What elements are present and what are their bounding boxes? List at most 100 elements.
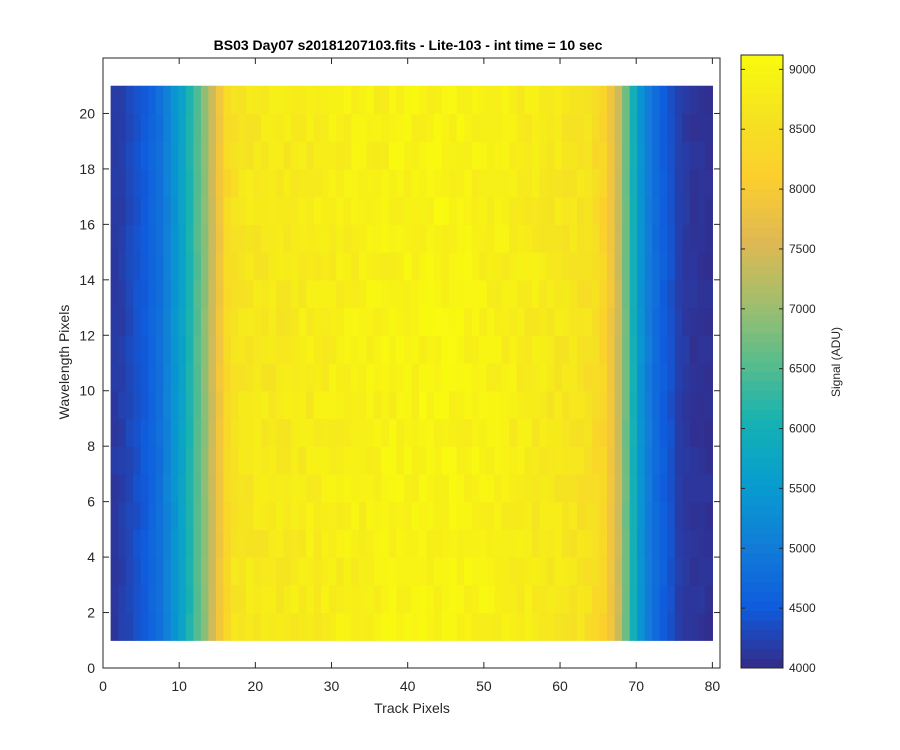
heatmap-cell [140, 196, 149, 225]
heatmap-cell [125, 252, 134, 281]
heatmap-cell [479, 446, 488, 475]
heatmap-cell [411, 224, 420, 253]
heatmap-cell [110, 224, 119, 253]
heatmap-cell [403, 473, 413, 503]
heatmap-cell [689, 529, 698, 558]
heatmap-cell [185, 307, 194, 336]
heatmap-cell [291, 501, 300, 530]
heatmap-cell [276, 85, 285, 115]
heatmap-cell [336, 557, 345, 586]
heatmap-cell [599, 446, 608, 475]
heatmap-cell [155, 501, 164, 530]
heatmap-cell [622, 335, 631, 364]
heatmap-cell [208, 501, 217, 530]
heatmap-cell [336, 168, 345, 198]
heatmap-cell [652, 196, 661, 225]
heatmap-cell [494, 307, 503, 336]
colorbar-segment [741, 323, 783, 334]
heatmap-cell [531, 446, 540, 475]
heatmap-cell [208, 141, 217, 170]
heatmap-cell [576, 390, 586, 420]
heatmap-cell [200, 307, 209, 336]
heatmap-cell [118, 335, 127, 364]
heatmap-cell [238, 584, 247, 614]
heatmap-cell [622, 279, 631, 309]
heatmap-cell [622, 224, 631, 253]
heatmap-cell [185, 141, 194, 170]
heatmap-cell [501, 390, 510, 420]
heatmap-cell [524, 168, 533, 198]
heatmap-cell [118, 113, 127, 142]
heatmap-cell [622, 529, 631, 558]
heatmap-cell [464, 85, 473, 115]
heatmap-cell [674, 418, 683, 447]
heatmap-cell [230, 252, 240, 281]
heatmap-cell [193, 168, 202, 198]
heatmap-cell [283, 252, 292, 281]
heatmap-cell [321, 529, 330, 558]
heatmap-cell [689, 113, 698, 142]
heatmap-cell [464, 529, 473, 558]
heatmap-cell [298, 418, 307, 447]
heatmap-cell [561, 418, 571, 447]
heatmap-cell [185, 85, 194, 115]
heatmap-cell [313, 141, 322, 170]
heatmap-cell [276, 113, 285, 142]
heatmap-cell [614, 363, 623, 392]
heatmap-cell [403, 390, 413, 420]
heatmap-cell [531, 612, 540, 641]
heatmap-cell [689, 473, 698, 503]
heatmap-cell [629, 501, 638, 530]
y-tick-label: 12 [79, 327, 95, 343]
heatmap-cell [426, 279, 435, 309]
heatmap-cell [652, 335, 661, 364]
heatmap-cell [614, 224, 623, 253]
heatmap-cell [388, 501, 398, 530]
heatmap-cell [343, 168, 352, 198]
colorbar-segment [741, 428, 783, 439]
heatmap-cell [426, 141, 435, 170]
heatmap-cell [163, 529, 172, 558]
heatmap-cell [486, 584, 495, 614]
heatmap-cell [524, 363, 533, 392]
heatmap-cell [509, 224, 518, 253]
x-axis-label: Track Pixels [374, 700, 450, 716]
heatmap-cell [388, 335, 398, 364]
heatmap-cell [283, 557, 292, 586]
x-tick-label: 50 [476, 678, 492, 694]
heatmap-cell [607, 473, 616, 503]
heatmap-cell [441, 113, 450, 142]
heatmap-cell [479, 252, 488, 281]
heatmap-cell [426, 612, 435, 641]
x-tick-label: 30 [324, 678, 340, 694]
heatmap-cell [667, 529, 676, 558]
heatmap-cell [697, 363, 706, 392]
heatmap-cell [298, 335, 307, 364]
heatmap-cell [268, 584, 277, 614]
heatmap-cell [253, 196, 262, 225]
heatmap-cell [238, 113, 247, 142]
heatmap-cell [223, 390, 232, 420]
heatmap-cell [509, 196, 518, 225]
colorbar-segment [741, 189, 783, 200]
heatmap-cell [313, 224, 322, 253]
heatmap-cell [358, 252, 367, 281]
heatmap-cell [246, 557, 255, 586]
heatmap-cell [629, 390, 638, 420]
heatmap-cell [494, 113, 503, 142]
heatmap-cell [441, 307, 450, 336]
heatmap-cell [539, 529, 548, 558]
heatmap-cell [689, 224, 698, 253]
heatmap-cell [449, 529, 458, 558]
heatmap-cell [576, 584, 586, 614]
heatmap-cell [682, 363, 691, 392]
heatmap-cell [253, 446, 262, 475]
heatmap-cell [336, 335, 345, 364]
heatmap-cell [456, 224, 465, 253]
heatmap-cell [644, 224, 653, 253]
heatmap-cell [253, 335, 262, 364]
heatmap-cell [441, 196, 450, 225]
heatmap-cell [516, 612, 525, 641]
heatmap-cell [163, 141, 172, 170]
heatmap-cell [494, 85, 503, 115]
